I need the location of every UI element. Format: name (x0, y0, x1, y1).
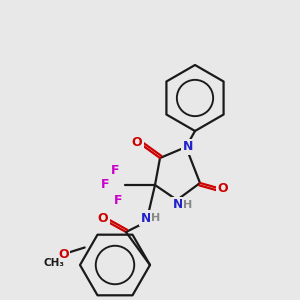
Text: N: N (141, 212, 151, 224)
Text: F: F (101, 178, 109, 191)
Text: N: N (183, 140, 193, 154)
Text: N: N (173, 199, 183, 212)
Text: F: F (111, 164, 119, 176)
Text: H: H (152, 213, 160, 223)
Text: O: O (218, 182, 228, 196)
Text: CH₃: CH₃ (43, 257, 64, 268)
Text: O: O (98, 212, 108, 226)
Text: O: O (58, 248, 69, 261)
Text: O: O (132, 136, 142, 148)
Text: H: H (183, 200, 193, 210)
Text: F: F (114, 194, 122, 206)
